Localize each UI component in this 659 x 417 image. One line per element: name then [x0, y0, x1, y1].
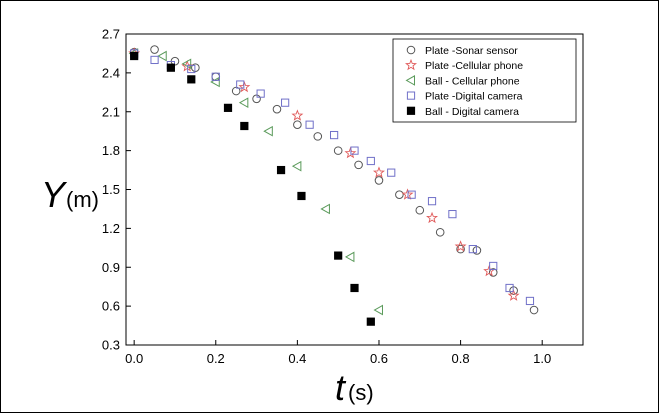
data-point [373, 304, 383, 316]
data-point [291, 109, 304, 121]
data-points [128, 45, 539, 326]
data-point [272, 104, 282, 114]
data-point [256, 89, 265, 98]
data-point [505, 283, 514, 293]
y-tick-label: 0.3 [102, 338, 120, 353]
data-point [366, 156, 375, 166]
data-point [313, 132, 323, 141]
data-point [187, 64, 196, 74]
data-point [333, 146, 343, 155]
y-tick-label: 2.4 [102, 65, 120, 80]
data-point [238, 80, 251, 93]
data-point [344, 146, 357, 159]
x-tick-label: 0.8 [452, 351, 470, 366]
data-point [297, 191, 306, 201]
legend-marker [406, 91, 416, 100]
data-point [240, 121, 249, 131]
data-point [329, 130, 339, 140]
data-point [407, 190, 416, 199]
data-point [387, 168, 396, 177]
data-point [488, 268, 498, 277]
legend-box [392, 38, 577, 123]
legend-label: Plate -Cellular phone [425, 60, 523, 72]
data-point [276, 165, 286, 175]
data-point [334, 251, 343, 260]
legend-label: Ball - Digital camera [425, 106, 519, 118]
y-axis-unit: (m) [66, 187, 99, 212]
data-point [489, 261, 498, 271]
data-point [344, 251, 355, 263]
data-point [291, 160, 302, 172]
x-axis-unit: (s) [348, 380, 374, 405]
x-tick-label: 1.0 [533, 351, 551, 366]
y-tick-label: 1.5 [102, 182, 120, 197]
x-tick-label: 0.0 [125, 351, 143, 366]
data-point [525, 296, 535, 306]
y-tick-label: 1.8 [102, 143, 120, 158]
data-point [468, 245, 477, 254]
series-4 [130, 51, 375, 326]
data-point [238, 97, 249, 109]
data-point [157, 50, 167, 62]
legend-label: Plate -Digital camera [425, 91, 523, 103]
legend-marker [406, 106, 416, 115]
data-point [350, 146, 359, 155]
data-point [223, 103, 233, 112]
data-point [320, 203, 330, 215]
data-point [374, 176, 384, 185]
x-tick-label: 0.4 [288, 351, 306, 366]
y-tick-label: 1.2 [102, 221, 120, 236]
data-point [415, 205, 425, 215]
data-point [263, 125, 273, 137]
data-point [281, 98, 290, 107]
data-point [211, 72, 220, 81]
data-point [187, 75, 196, 84]
data-point [426, 211, 439, 224]
data-point [305, 120, 314, 129]
data-point [507, 289, 520, 301]
data-point [350, 283, 359, 293]
x-axis-label: t [335, 367, 347, 408]
data-point [456, 244, 465, 254]
data-point [166, 63, 175, 72]
data-point [130, 51, 139, 61]
data-point [448, 210, 457, 219]
y-tick-label: 2.1 [102, 104, 120, 119]
x-axis: 0.0 0.2 0.4 0.6 0.8 1.0 [125, 340, 551, 366]
y-tick-label: 0.9 [102, 260, 120, 275]
data-point [210, 76, 220, 88]
y-axis-label: Y [41, 174, 68, 215]
y-tick-label: 0.6 [102, 299, 120, 314]
data-point [236, 80, 245, 89]
data-point [181, 58, 192, 70]
legend-marker [405, 58, 417, 71]
data-point [373, 166, 385, 178]
data-point [366, 317, 375, 326]
y-axis: 0.3 0.6 0.9 1.2 1.5 1.8 2.1 2.4 2.7 [102, 27, 131, 353]
legend: Plate -Sonar sensor Plate -Cellular phone… [392, 38, 577, 123]
data-point [293, 120, 302, 130]
legend-marker [406, 45, 416, 55]
legend-marker [405, 75, 415, 86]
legend-label: Ball - Cellular phone [425, 75, 520, 87]
data-point [427, 197, 437, 206]
data-point [354, 160, 363, 170]
data-point [435, 227, 445, 237]
data-point [529, 305, 539, 315]
data-point [454, 240, 467, 252]
data-point [150, 45, 159, 54]
y-tick-label: 2.7 [102, 27, 120, 42]
series-3 [130, 49, 535, 306]
data-point [150, 55, 159, 65]
legend-label: Plate -Sonar sensor [425, 45, 518, 57]
data-point [395, 190, 404, 199]
x-tick-label: 0.6 [370, 351, 388, 366]
x-tick-label: 0.2 [207, 351, 225, 366]
